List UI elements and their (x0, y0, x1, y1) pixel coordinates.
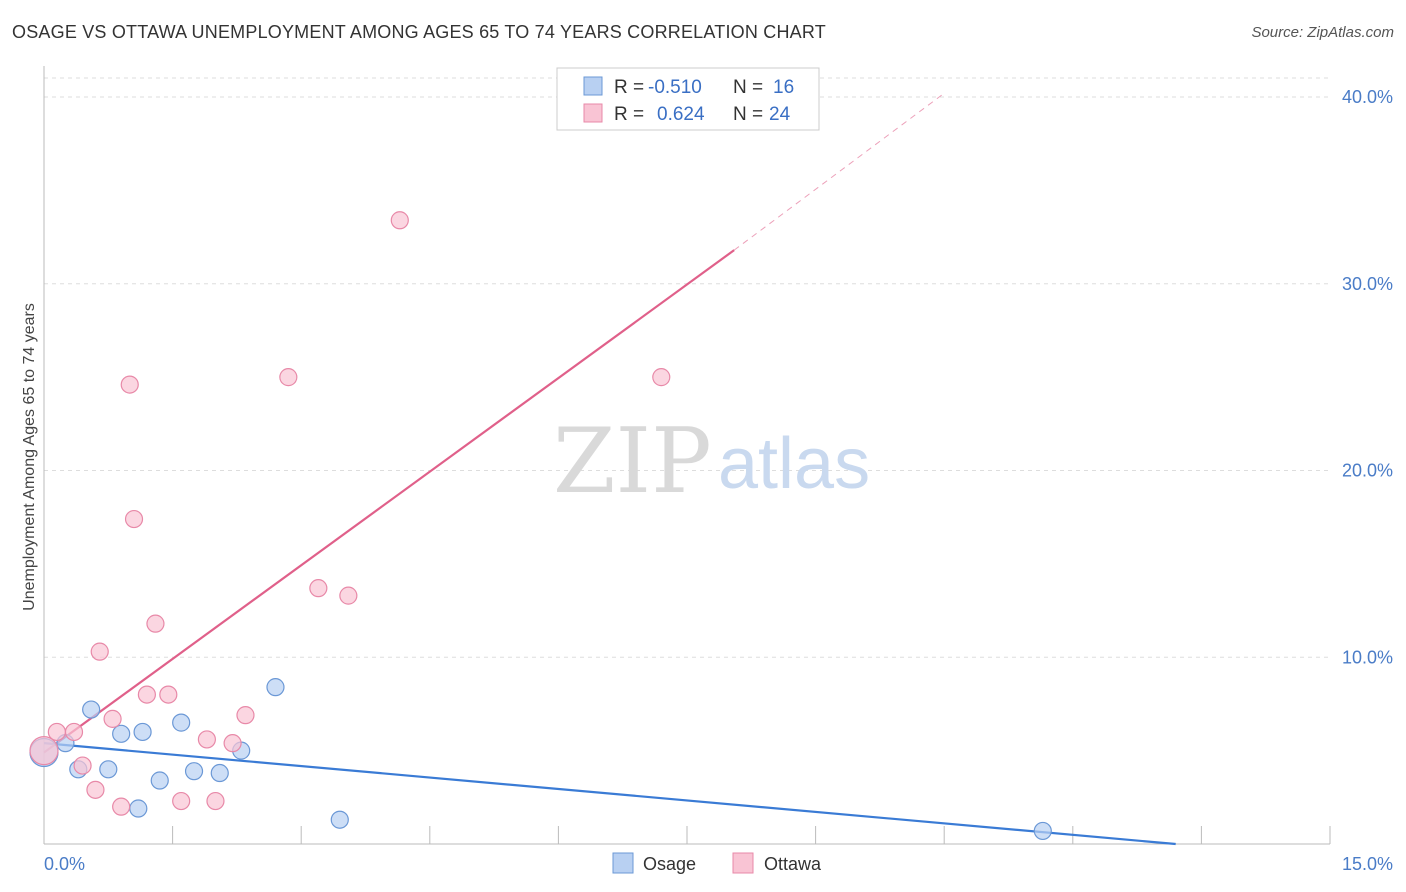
point-ottawa-7 (112, 797, 131, 816)
legend-r-label-ottawa: R = (614, 104, 644, 125)
point-ottawa-22 (652, 368, 671, 387)
chart-title: OSAGE VS OTTAWA UNEMPLOYMENT AMONG AGES … (12, 22, 826, 42)
scatter-points (29, 211, 1052, 841)
point-osage-13 (266, 678, 285, 697)
point-ottawa-11 (146, 614, 165, 633)
point-ottawa-17 (236, 706, 255, 725)
point-osage-9 (172, 713, 191, 732)
source-label: Source: ZipAtlas.com (1251, 24, 1394, 41)
point-osage-6 (133, 722, 152, 742)
legend-swatch-osage (583, 76, 603, 96)
x-tick-label-1: 15.0% (1342, 854, 1393, 874)
point-ottawa-10 (137, 685, 156, 704)
point-ottawa-19 (309, 579, 328, 598)
watermark-zip: ZIP (553, 409, 712, 514)
bottom-legend: Osage Ottawa (612, 852, 822, 874)
point-ottawa-0 (29, 736, 59, 766)
legend-n-label-ottawa: N = (733, 104, 763, 125)
trend-lines (43, 92, 1176, 846)
grid (44, 77, 1330, 658)
bottom-legend-label-osage: Osage (643, 854, 696, 874)
legend-r-value-ottawa: 0.624 (657, 104, 705, 125)
point-osage-15 (1033, 821, 1052, 841)
bottom-legend-swatch-osage (612, 852, 634, 874)
y-tick-label-3: 40.0% (1342, 87, 1393, 107)
legend-n-label-osage: N = (733, 77, 763, 98)
legend: R = -0.510 N = 16 R = 0.624 N = 24 (556, 67, 820, 131)
trend-line-osage (43, 742, 1176, 846)
point-ottawa-16 (223, 734, 242, 753)
point-ottawa-15 (206, 791, 225, 811)
point-ottawa-2 (64, 722, 84, 742)
point-ottawa-18 (279, 368, 298, 387)
y-axis-label: Unemployment Among Ages 65 to 74 years (21, 303, 38, 611)
legend-r-value-osage: -0.510 (648, 77, 702, 98)
point-ottawa-14 (197, 730, 216, 749)
watermark-atlas: atlas (718, 424, 870, 504)
legend-r-label-osage: R = (614, 77, 644, 98)
legend-swatch-ottawa (583, 103, 603, 123)
y-tick-label-1: 20.0% (1342, 461, 1393, 481)
watermark: ZIP atlas (553, 409, 870, 514)
legend-n-value-ottawa: 24 (769, 104, 791, 125)
point-ottawa-5 (90, 642, 109, 661)
point-ottawa-4 (86, 780, 105, 799)
point-osage-14 (330, 810, 349, 829)
point-ottawa-1 (47, 722, 66, 742)
point-ottawa-13 (172, 791, 191, 811)
y-tick-labels: 10.0% 20.0% 30.0% 40.0% (1342, 87, 1393, 667)
legend-n-value-osage: 16 (773, 77, 794, 98)
point-osage-2 (82, 700, 101, 719)
trend-line-ottawa (43, 249, 735, 754)
bottom-legend-label-ottawa: Ottawa (764, 854, 822, 874)
y-tick-label-0: 10.0% (1342, 647, 1393, 667)
point-ottawa-6 (103, 709, 122, 728)
x-tick-labels: 0.0% 15.0% (44, 854, 1393, 874)
point-ottawa-21 (390, 211, 409, 230)
point-osage-4 (99, 760, 118, 779)
point-osage-7 (129, 799, 148, 818)
point-osage-10 (184, 762, 204, 781)
point-ottawa-20 (339, 586, 358, 605)
point-osage-5 (112, 724, 131, 743)
point-ottawa-8 (120, 375, 139, 394)
x-tick-label-0: 0.0% (44, 854, 85, 874)
point-osage-11 (210, 763, 229, 783)
bottom-legend-swatch-ottawa (732, 852, 754, 874)
axes (43, 66, 1331, 845)
point-ottawa-3 (73, 756, 92, 775)
point-ottawa-12 (159, 685, 178, 704)
point-ottawa-9 (124, 509, 144, 529)
y-tick-label-2: 30.0% (1342, 274, 1393, 294)
point-osage-8 (150, 771, 169, 790)
